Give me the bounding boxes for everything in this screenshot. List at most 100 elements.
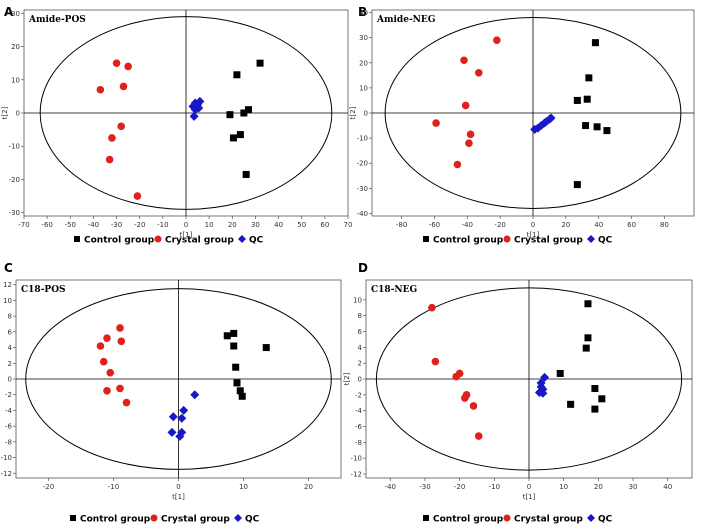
crystal-point-7 bbox=[133, 192, 142, 200]
legend-label: Control group bbox=[433, 515, 504, 525]
plot-title: Amide-NEG bbox=[376, 15, 435, 25]
y-tick-label: 2 bbox=[8, 360, 12, 368]
x-tick-label: 20 bbox=[561, 221, 570, 229]
panel-letter: A bbox=[4, 5, 14, 19]
x-axis-label: t[1] bbox=[523, 493, 536, 501]
x-tick-label: 70 bbox=[344, 221, 353, 229]
y-tick-label: -10 bbox=[351, 455, 362, 463]
series-control-group bbox=[556, 300, 606, 413]
control-point-6 bbox=[236, 387, 244, 395]
x-tick-label: -40 bbox=[88, 221, 99, 229]
crystal-point-4 bbox=[117, 122, 125, 131]
y-tick-label: -6 bbox=[355, 423, 363, 431]
legend-control-marker bbox=[70, 515, 76, 521]
crystal-point-1 bbox=[460, 56, 468, 65]
y-tick-label: 10 bbox=[359, 84, 368, 92]
y-tick-label: -30 bbox=[9, 209, 20, 217]
y-tick-label: 4 bbox=[8, 344, 13, 352]
control-point-5 bbox=[229, 134, 237, 142]
y-tick-label: -10 bbox=[9, 143, 20, 151]
crystal-point-6 bbox=[469, 402, 478, 410]
crystal-point-1 bbox=[124, 62, 132, 71]
legend-label: QC bbox=[598, 515, 613, 525]
confidence-ellipse bbox=[375, 287, 683, 471]
crystal-point-0 bbox=[428, 303, 436, 312]
legend-label: Crystal group bbox=[514, 515, 583, 525]
y-tick-label: 2 bbox=[358, 360, 362, 368]
qc-point-3 bbox=[195, 96, 205, 106]
x-tick-label: -20 bbox=[134, 221, 145, 229]
x-tick-label: -10 bbox=[157, 221, 168, 229]
x-tick-label: 20 bbox=[594, 483, 603, 491]
control-point-7 bbox=[591, 405, 599, 413]
legend-crystal-marker bbox=[503, 235, 511, 243]
y-axis-label: t[2] bbox=[1, 106, 9, 119]
crystal-point-8 bbox=[122, 398, 131, 407]
x-tick-label: 0 bbox=[184, 221, 188, 229]
y-tick-label: 0 bbox=[16, 110, 20, 118]
control-point-7 bbox=[238, 392, 246, 400]
legend-crystal-marker bbox=[150, 514, 158, 522]
crystal-point-6 bbox=[432, 119, 440, 127]
crystal-point-5 bbox=[108, 134, 116, 142]
control-point-7 bbox=[573, 181, 581, 189]
qc-point-1 bbox=[179, 405, 189, 415]
control-point-1 bbox=[585, 74, 593, 82]
qc-point-5 bbox=[538, 388, 548, 398]
legend-control-marker bbox=[74, 236, 80, 242]
y-tick-label: 6 bbox=[358, 328, 363, 336]
x-tick-label: 0 bbox=[531, 221, 535, 229]
y-tick-label: -12 bbox=[1, 470, 12, 478]
crystal-point-6 bbox=[103, 386, 111, 395]
series-crystal-group bbox=[96, 324, 131, 407]
crystal-point-7 bbox=[116, 384, 124, 393]
qc-point-5 bbox=[190, 105, 200, 115]
confidence-ellipse bbox=[25, 288, 332, 470]
y-tick-label: -2 bbox=[355, 391, 362, 399]
x-tick-label: 30 bbox=[629, 483, 638, 491]
confidence-ellipse bbox=[39, 16, 333, 210]
crystal-point-0 bbox=[112, 59, 121, 67]
y-tick-label: -8 bbox=[355, 439, 362, 447]
y-tick-label: 10 bbox=[11, 76, 20, 84]
y-tick-label: 30 bbox=[11, 10, 20, 18]
y-tick-label: 10 bbox=[3, 297, 12, 305]
legend-qc-marker bbox=[238, 235, 246, 243]
crystal-point-2 bbox=[117, 337, 126, 346]
x-tick-label: -20 bbox=[454, 483, 465, 491]
legend: Control group Crystal group QC bbox=[74, 235, 264, 246]
qc-point-0 bbox=[540, 372, 550, 382]
control-point-7 bbox=[242, 170, 250, 178]
control-point-0 bbox=[256, 59, 264, 67]
crystal-point-1 bbox=[103, 334, 111, 342]
x-tick-label: -40 bbox=[462, 221, 473, 229]
control-point-6 bbox=[236, 131, 244, 139]
qc-point-5 bbox=[167, 427, 177, 437]
crystal-point-0 bbox=[493, 36, 501, 44]
qc-point-6 bbox=[175, 431, 185, 441]
series-control-group bbox=[573, 39, 611, 189]
legend-crystal-marker bbox=[503, 514, 511, 522]
y-tick-label: 0 bbox=[358, 376, 362, 384]
y-tick-label: -30 bbox=[357, 185, 368, 193]
control-point-0 bbox=[584, 300, 592, 308]
control-point-2 bbox=[226, 111, 234, 119]
plot-title: C18-POS bbox=[21, 285, 66, 295]
crystal-point-7 bbox=[474, 432, 483, 440]
confidence-ellipse bbox=[384, 17, 682, 209]
y-tick-label: -2 bbox=[5, 391, 12, 399]
x-axis-label: t[1] bbox=[180, 231, 193, 239]
crystal-point-3 bbox=[96, 342, 105, 350]
series-qc bbox=[530, 113, 556, 134]
panel-letter: B bbox=[358, 5, 367, 19]
control-point-1 bbox=[233, 71, 241, 79]
control-point-2 bbox=[230, 342, 238, 350]
y-tick-label: 4 bbox=[358, 344, 363, 352]
legend-control-marker bbox=[423, 236, 429, 242]
control-point-3 bbox=[240, 109, 248, 117]
panel-letter: D bbox=[358, 261, 368, 275]
x-tick-label: -80 bbox=[396, 221, 407, 229]
crystal-point-5 bbox=[106, 368, 115, 377]
panel-letter: C bbox=[4, 261, 13, 275]
